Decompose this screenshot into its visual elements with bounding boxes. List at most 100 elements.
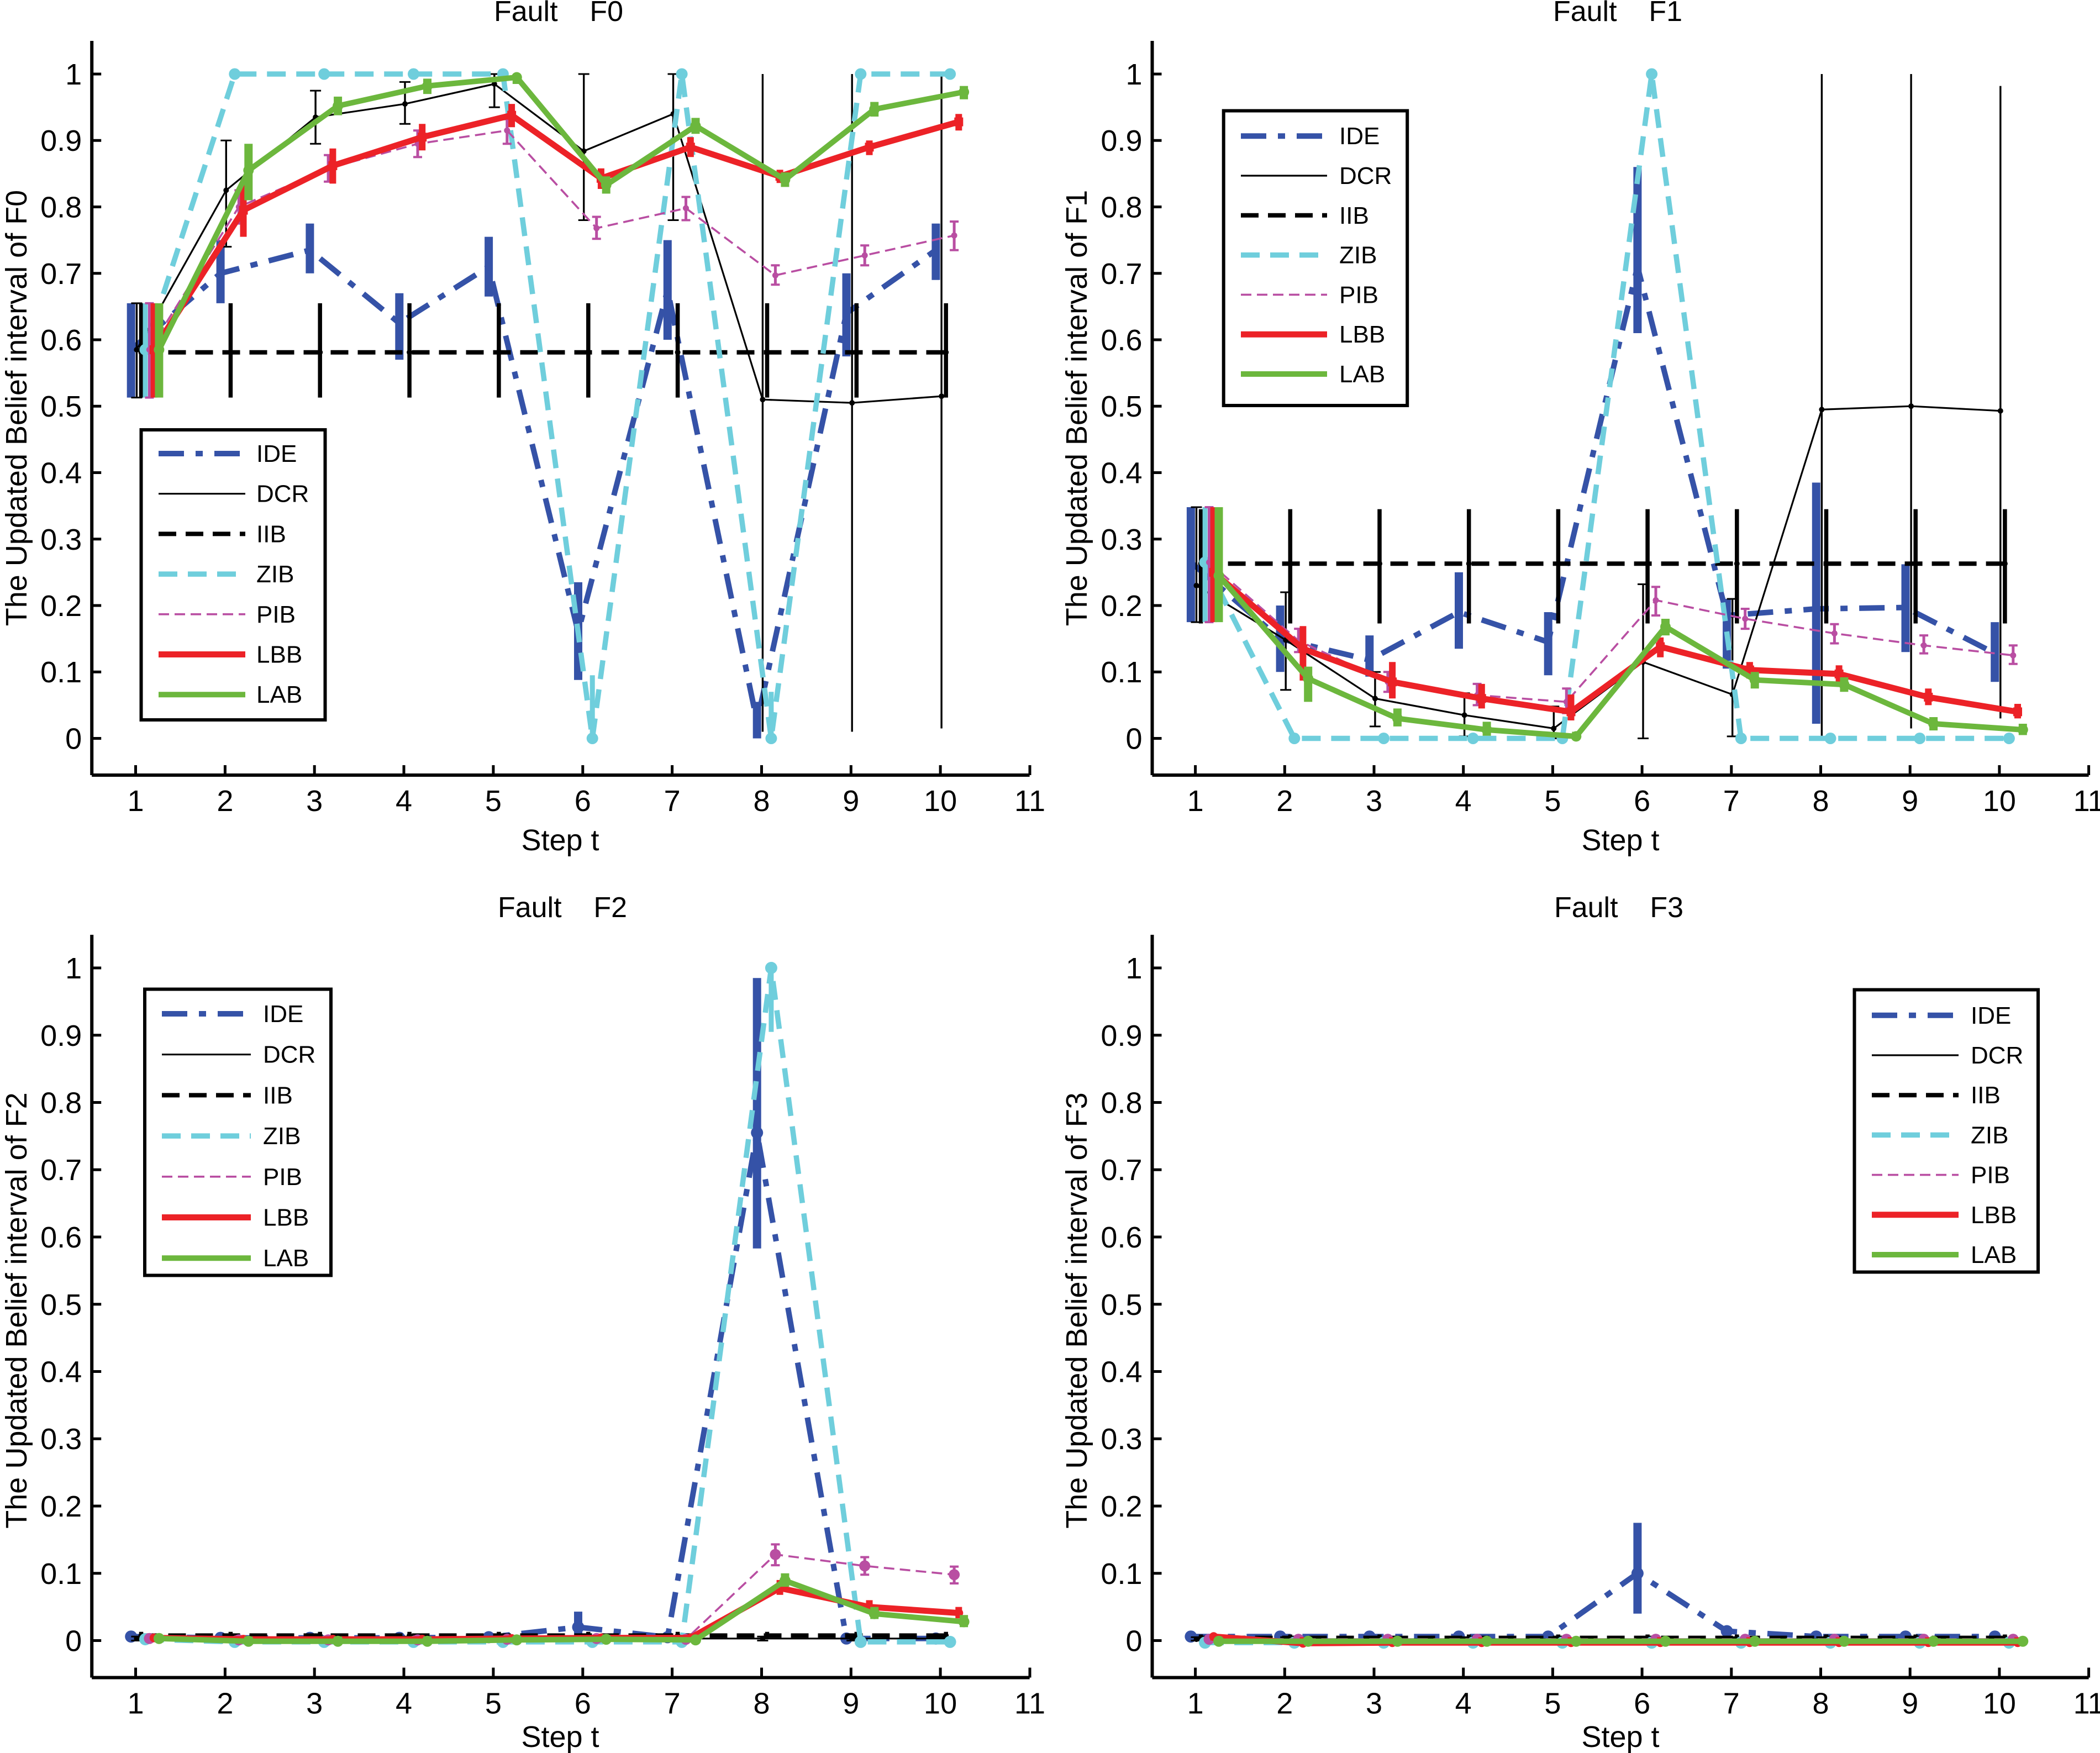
svg-text:1: 1 [1187,785,1204,818]
svg-text:IDE: IDE [256,440,297,467]
svg-text:0.4: 0.4 [1101,457,1142,490]
svg-text:9: 9 [843,1687,859,1720]
svg-text:Fault F0: Fault F0 [494,0,623,28]
svg-text:LAB: LAB [256,681,302,708]
svg-text:9: 9 [843,785,859,818]
svg-text:0.1: 0.1 [1101,656,1142,689]
svg-text:0.4: 0.4 [40,1356,82,1389]
svg-text:0.6: 0.6 [1101,1221,1142,1254]
svg-text:0.9: 0.9 [1101,124,1142,157]
svg-text:LAB: LAB [1971,1241,2017,1268]
svg-text:10: 10 [924,785,957,818]
svg-text:1: 1 [65,952,82,985]
svg-text:LBB: LBB [1339,321,1385,348]
svg-text:PIB: PIB [1339,281,1378,308]
svg-text:10: 10 [1983,785,2016,818]
svg-text:0.7: 0.7 [1101,1154,1142,1187]
svg-text:0.7: 0.7 [40,257,82,291]
svg-text:ZIB: ZIB [256,561,294,588]
svg-text:LAB: LAB [1339,361,1385,388]
svg-text:IDE: IDE [1339,123,1380,150]
svg-text:0.6: 0.6 [40,1221,82,1254]
svg-text:3: 3 [1366,1687,1382,1720]
svg-text:0.4: 0.4 [1101,1356,1142,1389]
svg-text:0.6: 0.6 [40,324,82,357]
svg-text:4: 4 [396,785,412,818]
svg-text:DCR: DCR [263,1041,315,1068]
svg-text:0.8: 0.8 [1101,191,1142,224]
svg-text:1: 1 [1125,58,1142,91]
svg-text:PIB: PIB [1971,1162,2010,1189]
svg-text:8: 8 [1812,1687,1829,1720]
svg-text:6: 6 [1634,1687,1650,1720]
svg-text:0.3: 0.3 [1101,523,1142,556]
svg-text:9: 9 [1902,1687,1918,1720]
svg-text:8: 8 [1812,785,1829,818]
svg-text:0.1: 0.1 [40,1557,82,1591]
svg-text:6: 6 [575,1687,591,1720]
svg-text:1: 1 [1187,1687,1204,1720]
svg-text:LBB: LBB [1971,1202,2017,1229]
svg-text:7: 7 [1723,1687,1740,1720]
svg-text:5: 5 [1544,785,1561,818]
svg-text:Step t: Step t [521,1720,599,1753]
svg-text:4: 4 [396,1687,412,1720]
svg-text:0.8: 0.8 [40,1087,82,1120]
svg-text:5: 5 [1544,1687,1561,1720]
svg-text:0.5: 0.5 [40,390,82,423]
svg-text:0.3: 0.3 [40,1423,82,1456]
svg-text:11: 11 [2073,1687,2100,1720]
svg-text:DCR: DCR [1339,162,1392,189]
svg-text:0.2: 0.2 [1101,1490,1142,1523]
svg-text:LBB: LBB [263,1204,309,1231]
svg-text:0.6: 0.6 [1101,324,1142,357]
svg-text:1: 1 [127,785,144,818]
svg-text:0.5: 0.5 [1101,1288,1142,1322]
svg-text:3: 3 [306,1687,323,1720]
svg-text:10: 10 [924,1687,957,1720]
svg-text:Fault F3: Fault F3 [1554,892,1683,924]
svg-text:IDE: IDE [263,1001,303,1028]
svg-text:3: 3 [306,785,323,818]
svg-text:Fault F1: Fault F1 [1553,0,1682,28]
svg-text:0: 0 [1125,1625,1142,1658]
svg-text:2: 2 [217,785,233,818]
svg-text:ZIB: ZIB [263,1123,301,1150]
svg-text:7: 7 [664,1687,681,1720]
svg-text:Step t: Step t [1581,824,1659,857]
svg-text:The Updated Belief interval of: The Updated Belief interval of F3 [1060,1092,1093,1528]
svg-text:1: 1 [65,58,82,91]
svg-text:0.5: 0.5 [1101,390,1142,423]
svg-text:1: 1 [127,1687,144,1720]
svg-text:The Updated Belief interval of: The Updated Belief interval of F0 [0,190,33,626]
svg-text:PIB: PIB [256,601,296,628]
svg-text:4: 4 [1455,785,1472,818]
svg-text:0.3: 0.3 [40,523,82,556]
svg-text:DCR: DCR [256,481,309,508]
svg-text:The Updated Belief interval of: The Updated Belief interval of F2 [0,1092,33,1528]
svg-text:0.9: 0.9 [40,124,82,157]
svg-text:0.1: 0.1 [40,656,82,689]
svg-text:ZIB: ZIB [1339,242,1377,269]
svg-text:11: 11 [1014,1687,1045,1720]
svg-text:3: 3 [1366,785,1382,818]
svg-text:0.2: 0.2 [40,1490,82,1523]
svg-text:Fault F2: Fault F2 [498,892,627,924]
svg-text:6: 6 [1634,785,1650,818]
svg-text:11: 11 [1014,785,1045,818]
svg-text:0: 0 [1125,723,1142,756]
svg-text:5: 5 [485,785,502,818]
svg-text:0: 0 [65,723,82,756]
svg-text:0.2: 0.2 [40,589,82,623]
svg-text:9: 9 [1902,785,1918,818]
svg-text:0.9: 0.9 [40,1019,82,1052]
svg-text:7: 7 [1723,785,1740,818]
svg-text:8: 8 [753,1687,770,1720]
svg-text:IIB: IIB [263,1082,293,1109]
svg-text:5: 5 [485,1687,502,1720]
svg-text:10: 10 [1983,1687,2016,1720]
svg-text:0.5: 0.5 [40,1288,82,1322]
svg-text:4: 4 [1455,1687,1472,1720]
svg-text:IIB: IIB [1971,1082,2001,1109]
svg-text:LAB: LAB [263,1245,309,1272]
